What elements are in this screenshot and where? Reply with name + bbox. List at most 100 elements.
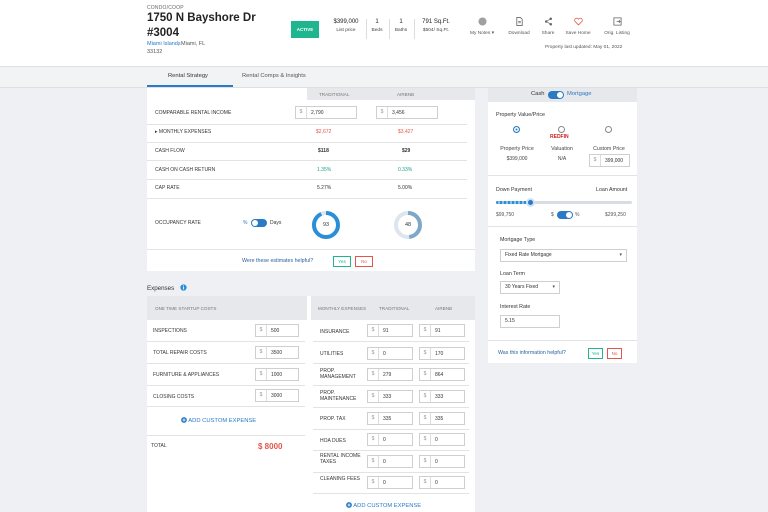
monthly-label: PROP. MANAGEMENT <box>320 368 356 380</box>
down-payment-label: Down Payment <box>496 187 532 193</box>
hoa-traditional-input[interactable]: $0 <box>367 433 413 446</box>
input-value: 0 <box>383 480 386 486</box>
dollar-prefix: $ <box>368 477 379 488</box>
expenses-panel: ONE TIME STARTUP COSTS MONTHLY EXPENSES … <box>147 296 475 512</box>
divider <box>147 179 467 180</box>
helpful-yes-button[interactable]: Yes <box>333 256 351 267</box>
dollar-prefix: $ <box>420 348 431 359</box>
stat-value: 1 <box>375 19 379 25</box>
input-value: 500 <box>271 328 280 334</box>
divider <box>488 340 637 341</box>
orig-listing-button[interactable]: Orig. Listing <box>601 17 633 36</box>
maintenance-airbnb-input[interactable]: $333 <box>419 390 465 403</box>
custom-price-input[interactable]: $399,000 <box>589 154 630 167</box>
cash-label: Cash <box>531 91 545 97</box>
repair-costs-input[interactable]: $3500 <box>255 346 299 359</box>
save-home-button[interactable]: Save Home <box>562 17 594 36</box>
occupancy-label: OCCUPANCY RATE <box>155 220 201 226</box>
helpful-no-button[interactable]: No <box>355 256 373 267</box>
cash-flow-label: CASH FLOW <box>155 148 185 154</box>
maintenance-traditional-input[interactable]: $333 <box>367 390 413 403</box>
occupancy-unit-toggle[interactable] <box>251 219 267 227</box>
cleaning-airbnb-input[interactable]: $0 <box>419 476 465 489</box>
divider <box>313 429 469 430</box>
cap-rate-label: CAP RATE <box>155 185 180 191</box>
select-value: 30 Years Fixed <box>505 284 539 290</box>
my-notes-button[interactable]: My Notes ▾ <box>466 17 498 36</box>
income-tax-traditional-input[interactable]: $0 <box>367 455 413 468</box>
dollar-prefix: $ <box>420 369 431 380</box>
loan-term-select[interactable]: 30 Years Fixed ▾ <box>500 281 560 294</box>
divider <box>313 450 469 451</box>
add-custom-expense-button[interactable]: ADD CUSTOM EXPENSE <box>181 417 256 424</box>
tab-rental-comps[interactable]: Rental Comps & Insights <box>242 73 306 79</box>
add-custom-monthly-expense-button[interactable]: ADD CUSTOM EXPENSE <box>346 502 421 509</box>
info-icon[interactable] <box>180 284 187 291</box>
financing-helpful-question: Was this information helpful? <box>498 350 566 356</box>
down-payment-slider[interactable] <box>496 198 632 207</box>
hoa-airbnb-input[interactable]: $0 <box>419 433 465 446</box>
utilities-airbnb-input[interactable]: $170 <box>419 347 465 360</box>
input-value: 3500 <box>271 350 283 356</box>
inspections-input[interactable]: $500 <box>255 324 299 337</box>
cap-rate-airbnb: 5.00% <box>398 185 413 191</box>
monthly-label: UTILITIES <box>320 351 344 357</box>
dollar-prefix: $ <box>377 107 388 118</box>
tab-rental-strategy[interactable]: Rental Strategy <box>168 73 208 79</box>
cleaning-traditional-input[interactable]: $0 <box>367 476 413 489</box>
stat-value: 791 Sq.Ft. <box>422 19 450 25</box>
down-payment-unit-toggle[interactable] <box>557 211 573 219</box>
column-header-bg <box>307 88 475 100</box>
divider <box>147 406 305 407</box>
share-button[interactable]: Share <box>532 17 564 36</box>
download-button[interactable]: Download <box>503 17 535 36</box>
furniture-input[interactable]: $1000 <box>255 368 299 381</box>
stat-beds: 1 Beds <box>368 19 386 33</box>
dollar-prefix: $ <box>420 434 431 445</box>
onetime-label: FURNITURE & APPLIANCES <box>153 372 220 378</box>
mortgage-type-select[interactable]: Fixed Rate Mortgage ▾ <box>500 249 627 262</box>
divider <box>147 160 467 161</box>
total-value: $ 8000 <box>258 442 283 451</box>
heart-icon <box>573 17 583 26</box>
dollar-prefix: $ <box>256 390 267 401</box>
divider <box>313 363 469 364</box>
comparable-income-traditional-input[interactable]: $ 2,790 <box>295 106 357 119</box>
management-traditional-input[interactable]: $279 <box>367 368 413 381</box>
stat-label: List price <box>336 28 356 33</box>
utilities-traditional-input[interactable]: $0 <box>367 347 413 360</box>
monthly-expenses-toggle[interactable]: ▸ MONTHLY EXPENSES <box>155 129 212 135</box>
input-value: 3,456 <box>392 110 405 116</box>
management-airbnb-input[interactable]: $864 <box>419 368 465 381</box>
financing-panel: Cash Mortgage Property Value/Price Prope… <box>488 88 637 363</box>
onetime-header-bg <box>147 296 307 320</box>
custom-price-radio[interactable] <box>605 126 612 133</box>
listing-header: CONDO/COOP 1750 N Bayshore Dr #3004 Miam… <box>0 0 768 66</box>
cash-mortgage-toggle[interactable] <box>548 91 564 99</box>
slider-handle[interactable] <box>525 198 535 207</box>
closing-costs-input[interactable]: $3000 <box>255 389 299 402</box>
insurance-traditional-input[interactable]: $91 <box>367 324 413 337</box>
tax-traditional-input[interactable]: $335 <box>367 412 413 425</box>
helpful-question: Were these estimates helpful? <box>242 258 314 264</box>
valuation-radio[interactable] <box>558 126 565 133</box>
dollar-prefix: $ <box>420 391 431 402</box>
income-tax-airbnb-input[interactable]: $0 <box>419 455 465 468</box>
property-price-radio[interactable] <box>513 126 520 133</box>
total-label: TOTAL <box>151 443 167 449</box>
stat-value: 1 <box>399 19 403 25</box>
last-updated: Property last updated: May 01, 2022 <box>545 45 623 50</box>
share-label: Share <box>541 31 555 36</box>
divider <box>147 249 475 250</box>
stat-label: $504/ Sq.Ft. <box>422 28 450 33</box>
stat-value: $399,000 <box>333 19 359 25</box>
interest-rate-input[interactable]: 5.15 <box>500 315 560 328</box>
divider <box>147 198 467 199</box>
financing-yes-button[interactable]: Yes <box>588 348 603 359</box>
financing-no-button[interactable]: No <box>607 348 622 359</box>
insurance-airbnb-input[interactable]: $91 <box>419 324 465 337</box>
tax-airbnb-input[interactable]: $335 <box>419 412 465 425</box>
neighborhood-link[interactable]: Miami Islands <box>147 41 181 47</box>
monthly-header-bg <box>311 296 475 320</box>
comparable-income-airbnb-input[interactable]: $ 3,456 <box>376 106 438 119</box>
